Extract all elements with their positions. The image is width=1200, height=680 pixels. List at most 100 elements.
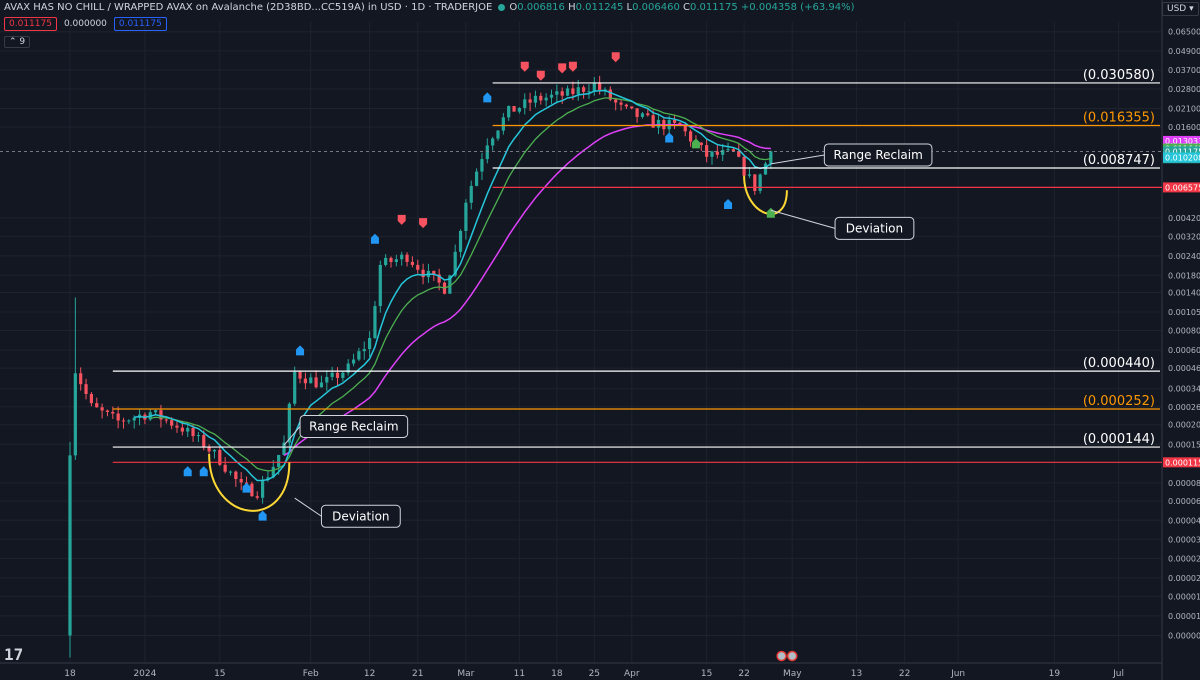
- time-tick-label: 18: [551, 669, 563, 679]
- callout-leader: [770, 209, 836, 229]
- candle-body: [266, 477, 270, 480]
- candle-body: [367, 338, 372, 350]
- callout-text: Deviation: [846, 221, 903, 235]
- candle: [325, 370, 329, 392]
- chart-header: AVAX HAS NO CHILL / WRAPPED AVAX on Aval…: [4, 2, 855, 13]
- price-tick-label: 0.000065: [1168, 497, 1200, 506]
- callout-box: [299, 414, 409, 438]
- price-tag: 0.006575: [1163, 182, 1200, 193]
- candle: [549, 89, 554, 104]
- price-tick-label: 0.000049: [1168, 516, 1200, 525]
- candle-body: [480, 159, 484, 172]
- buy-signal-icon: [691, 138, 700, 149]
- candle-body: [234, 471, 238, 479]
- candle-body: [469, 185, 473, 203]
- candle: [769, 150, 773, 169]
- candle-body: [164, 419, 168, 421]
- candle: [480, 152, 484, 181]
- candle-body: [565, 88, 570, 96]
- candle-body: [362, 349, 366, 352]
- candle-body: [432, 270, 436, 275]
- price-tick-label: 0.000021: [1168, 574, 1200, 583]
- candle: [581, 85, 586, 99]
- candle-body: [485, 145, 489, 160]
- time-tick-label: Feb: [303, 669, 319, 679]
- time-tick-label: Mar: [457, 669, 474, 679]
- candle: [544, 93, 548, 107]
- candle: [565, 85, 570, 97]
- candle-body: [341, 372, 345, 378]
- candle-body: [539, 95, 543, 101]
- candle: [228, 470, 233, 476]
- time-tick-label: 19: [1049, 669, 1061, 679]
- price-tick-label: 0.000009: [1168, 631, 1200, 640]
- candle-body: [298, 371, 302, 379]
- candle: [394, 254, 398, 267]
- event-flag-icon: [787, 650, 798, 662]
- candle: [309, 373, 313, 384]
- buy-signal-icon: [242, 482, 251, 493]
- candle: [619, 99, 623, 111]
- sell-signal-icon: [520, 61, 529, 72]
- candle: [614, 97, 618, 111]
- sell-signal-icon: [611, 52, 620, 63]
- candle-body: [672, 119, 677, 123]
- candle: [303, 372, 308, 390]
- candle: [100, 403, 104, 419]
- spread-value: 0.000000: [63, 19, 107, 29]
- candle: [367, 331, 372, 358]
- candle-body: [758, 174, 762, 191]
- candle: [416, 259, 420, 274]
- symbol-title[interactable]: AVAX HAS NO CHILL / WRAPPED AVAX on Aval…: [4, 2, 493, 13]
- candle-body: [180, 427, 184, 432]
- candle: [127, 419, 131, 424]
- candle-body: [576, 87, 580, 94]
- candle-body: [507, 106, 511, 118]
- price-tag-bg: [1163, 135, 1200, 146]
- candle: [635, 108, 639, 123]
- candle-body: [255, 496, 259, 498]
- candle: [234, 470, 238, 487]
- candle-body: [319, 382, 324, 388]
- candle: [699, 142, 703, 151]
- candle: [630, 106, 634, 110]
- indicator-toggle[interactable]: ⌃ 9: [4, 36, 31, 48]
- candle-body: [464, 202, 468, 231]
- price-tag-text: 0.000115: [1165, 458, 1200, 467]
- sell-button[interactable]: 0.011175: [4, 17, 57, 31]
- buy-button[interactable]: 0.011175: [113, 17, 167, 31]
- buy-signal-icon: [370, 233, 379, 244]
- candle: [491, 136, 495, 151]
- candle: [469, 180, 473, 210]
- level-label: (0.000440): [1083, 356, 1155, 371]
- candle-body: [437, 274, 441, 283]
- candle-body: [260, 479, 265, 498]
- level-label: (0.000144): [1083, 432, 1155, 447]
- candle: [747, 167, 752, 179]
- candle-body: [105, 410, 110, 412]
- annotation-callout: Deviation: [770, 209, 915, 240]
- candle: [196, 431, 201, 443]
- candle-body: [458, 230, 463, 252]
- buy-signal-icon: [766, 207, 775, 218]
- candle-body: [715, 151, 719, 155]
- price-tag-text: 0.011175: [1165, 147, 1200, 156]
- candle: [533, 90, 538, 108]
- candle: [335, 367, 340, 386]
- candle: [223, 457, 227, 474]
- candle: [362, 341, 366, 360]
- price-tick-label: 0.000016: [1168, 592, 1200, 601]
- candle-body: [533, 95, 538, 103]
- candle-body: [159, 410, 163, 420]
- candle-body: [491, 138, 495, 146]
- candle-body: [271, 466, 275, 478]
- currency-button[interactable]: USD ▾: [1162, 2, 1199, 16]
